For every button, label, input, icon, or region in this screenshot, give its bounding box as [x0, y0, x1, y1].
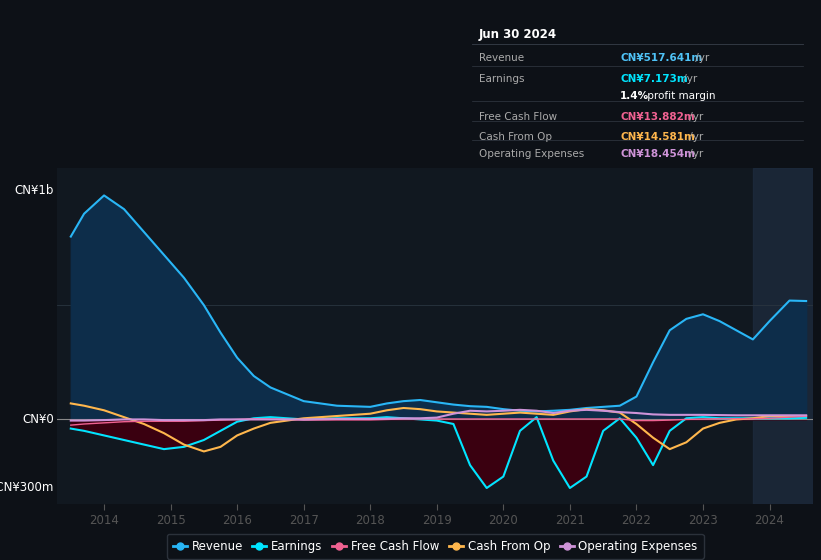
Text: profit margin: profit margin — [644, 91, 716, 101]
Text: Revenue: Revenue — [479, 53, 524, 63]
Text: CN¥7.173m: CN¥7.173m — [620, 74, 688, 83]
Text: Cash From Op: Cash From Op — [479, 132, 552, 142]
Text: Free Cash Flow: Free Cash Flow — [479, 111, 557, 122]
Text: /yr: /yr — [680, 74, 697, 83]
Text: Earnings: Earnings — [479, 74, 525, 83]
Text: /yr: /yr — [686, 111, 703, 122]
Text: /yr: /yr — [692, 53, 709, 63]
Text: 1.4%: 1.4% — [620, 91, 649, 101]
Text: CN¥1b: CN¥1b — [14, 184, 53, 197]
Text: /yr: /yr — [686, 150, 703, 159]
Text: -CN¥300m: -CN¥300m — [0, 482, 53, 494]
Legend: Revenue, Earnings, Free Cash Flow, Cash From Op, Operating Expenses: Revenue, Earnings, Free Cash Flow, Cash … — [167, 534, 704, 558]
Text: Operating Expenses: Operating Expenses — [479, 150, 584, 159]
Text: CN¥0: CN¥0 — [22, 413, 53, 426]
Text: CN¥14.581m: CN¥14.581m — [620, 132, 695, 142]
Bar — [753, 168, 813, 504]
Text: Jun 30 2024: Jun 30 2024 — [479, 28, 557, 41]
Text: CN¥18.454m: CN¥18.454m — [620, 150, 695, 159]
Text: CN¥13.882m: CN¥13.882m — [620, 111, 695, 122]
Text: CN¥517.641m: CN¥517.641m — [620, 53, 703, 63]
Text: /yr: /yr — [686, 132, 703, 142]
